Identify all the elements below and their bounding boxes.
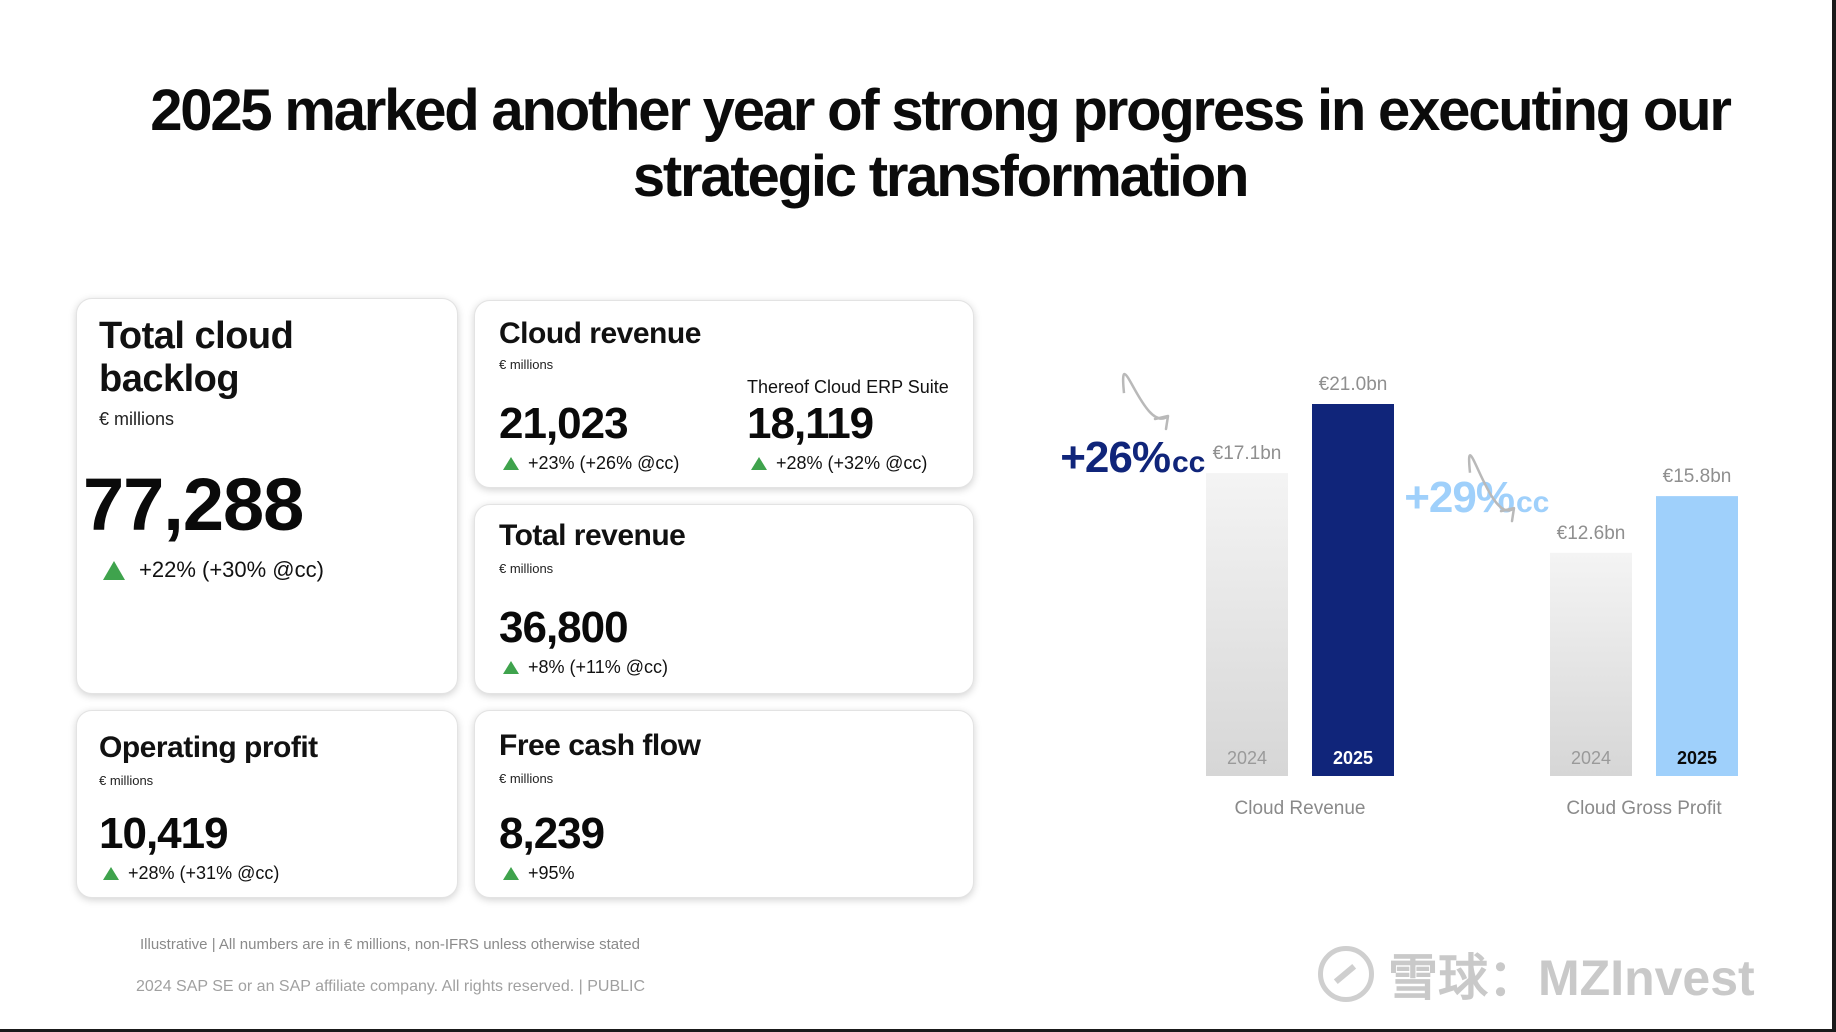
cloud-erp-growth: +28% (+32% @cc) <box>751 453 927 474</box>
bar-2024 <box>1206 473 1288 776</box>
copyright-footer: 2024 SAP SE or an SAP affiliate company.… <box>136 978 646 995</box>
operating-profit-growth-text: +28% (+31% @cc) <box>128 863 280 883</box>
total-revenue-title: Total revenue <box>499 519 686 552</box>
operating-profit-growth: +28% (+31% @cc) <box>103 863 279 884</box>
category-label: 2025 <box>1333 748 1373 768</box>
growth-arrow-curve <box>1121 373 1169 420</box>
up-triangle-icon <box>751 457 767 470</box>
right-edge-border <box>1832 0 1836 1032</box>
backlog-unit: € millions <box>99 409 175 429</box>
bar-2025 <box>1312 404 1394 776</box>
free-cash-flow-value: 8,239 <box>499 809 605 858</box>
cloud-revenue-growth-text: +23% (+26% @cc) <box>528 453 680 473</box>
bottom-edge-border <box>0 1029 1836 1032</box>
growth-suffix: cc <box>1516 486 1549 519</box>
bar-2025 <box>1656 496 1738 776</box>
growth-arrow-head-icon <box>1499 506 1516 523</box>
backlog-card: Total cloud backlog € millions 77,288 +2… <box>76 298 458 694</box>
free-cash-flow-card: Free cash flow € millions 8,239 +95% <box>474 710 974 898</box>
up-triangle-icon <box>503 661 519 674</box>
free-cash-flow-unit: € millions <box>499 771 554 786</box>
bar-2024 <box>1550 552 1632 776</box>
operating-profit-unit: € millions <box>99 773 154 788</box>
growth-label: +26% <box>1060 433 1170 482</box>
cloud-revenue-title: Cloud revenue <box>499 317 701 350</box>
free-cash-flow-growth-text: +95% <box>528 863 575 883</box>
cloud-erp-growth-text: +28% (+32% @cc) <box>776 453 928 473</box>
free-cash-flow-title: Free cash flow <box>499 729 701 762</box>
chart-title: Cloud Revenue <box>1235 798 1366 819</box>
watermark-text: 雪球：MZInvest <box>1388 950 1755 1006</box>
watermark: 雪球：MZInvest <box>1318 942 1755 1006</box>
growth-label: +29% <box>1404 473 1514 522</box>
cloud-erp-label: Thereof Cloud ERP Suite <box>747 377 949 397</box>
total-revenue-card: Total revenue € millions 36,800 +8% (+11… <box>474 504 974 694</box>
total-revenue-unit: € millions <box>499 561 554 576</box>
total-revenue-value: 36,800 <box>499 603 629 652</box>
category-label: 2024 <box>1571 748 1611 768</box>
up-triangle-icon <box>503 457 519 470</box>
category-label: 2024 <box>1227 748 1267 768</box>
bar-value-label: €15.8bn <box>1663 466 1732 487</box>
backlog-value: 77,288 <box>83 463 304 546</box>
footnote: Illustrative | All numbers are in € mill… <box>140 936 640 953</box>
cloud-revenue-growth: +23% (+26% @cc) <box>503 453 679 474</box>
up-triangle-icon <box>503 867 519 880</box>
backlog-growth-text: +22% (+30% @cc) <box>139 557 324 582</box>
up-triangle-icon <box>103 560 125 580</box>
backlog-growth: +22% (+30% @cc) <box>103 557 324 583</box>
slide-headline: 2025 marked another year of strong progr… <box>150 78 1732 209</box>
xueqiu-logo-icon <box>1318 946 1374 1002</box>
total-revenue-growth-text: +8% (+11% @cc) <box>528 657 668 677</box>
backlog-title: Total cloud backlog <box>99 315 294 400</box>
cloud-revenue-unit: € millions <box>499 357 554 372</box>
bar-value-label: €21.0bn <box>1319 374 1388 395</box>
cloud-revenue-card: Cloud revenue € millions Thereof Cloud E… <box>474 300 974 488</box>
up-triangle-icon <box>103 867 119 880</box>
bar-value-label: €12.6bn <box>1557 523 1626 544</box>
chart-title: Cloud Gross Profit <box>1566 798 1722 819</box>
growth-arrow-head-icon <box>1153 414 1170 431</box>
bar-value-label: €17.1bn <box>1213 443 1282 464</box>
growth-suffix: cc <box>1172 446 1205 479</box>
cloud-revenue-value: 21,023 <box>499 399 629 448</box>
operating-profit-card: Operating profit € millions 10,419 +28% … <box>76 710 458 898</box>
category-label: 2025 <box>1677 748 1717 768</box>
free-cash-flow-growth: +95% <box>503 863 575 884</box>
total-revenue-growth: +8% (+11% @cc) <box>503 657 668 678</box>
operating-profit-value: 10,419 <box>99 809 229 858</box>
cloud-erp-value: 18,119 <box>747 399 874 448</box>
operating-profit-title: Operating profit <box>99 731 318 764</box>
